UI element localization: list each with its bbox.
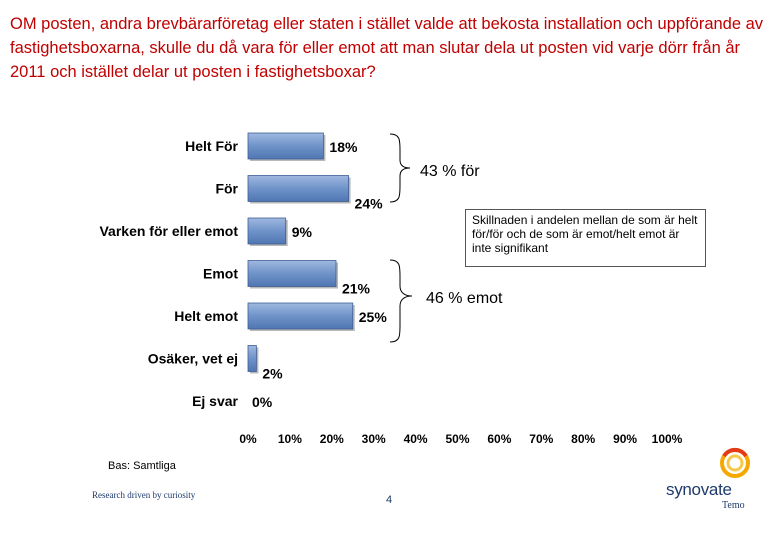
callout-against: 46 % emot: [426, 290, 503, 307]
chart-title: OM posten, andra brevbärarföretag eller …: [10, 15, 764, 81]
bar: [247, 217, 287, 245]
category-label: Emot: [203, 266, 238, 282]
base-note: Bas: Samtliga: [108, 460, 176, 472]
x-tick-label: 40%: [404, 432, 428, 446]
footer-tagline: Research driven by curiosity: [92, 490, 196, 500]
bar: [247, 175, 349, 202]
x-tick-label: 30%: [362, 432, 386, 446]
x-tick-label: 90%: [613, 432, 637, 446]
x-tick-label: 60%: [487, 432, 511, 446]
bar: [247, 132, 324, 160]
category-label: Ej svar: [192, 393, 238, 409]
x-tick-label: 0%: [239, 432, 257, 446]
x-tick-label: 10%: [278, 432, 302, 446]
value-label: 2%: [262, 366, 283, 382]
category-label: Helt För: [185, 138, 238, 154]
value-label: 24%: [355, 196, 384, 212]
category-label: Helt emot: [174, 308, 238, 324]
category-label: Varken för eller emot: [99, 223, 238, 239]
category-label: Osäker, vet ej: [148, 351, 238, 367]
x-tick-label: 50%: [445, 432, 469, 446]
synovate-logo-icon: [720, 448, 750, 478]
value-label: 25%: [359, 309, 388, 325]
logo-wordmark: synovate: [666, 480, 732, 499]
x-tick-label: 80%: [571, 432, 595, 446]
value-label: 9%: [292, 224, 313, 240]
brace-for: [389, 133, 411, 203]
value-label: 21%: [342, 281, 371, 297]
value-label: 0%: [252, 394, 273, 410]
callout-for: 43 % för: [420, 163, 480, 180]
category-label: För: [215, 181, 238, 197]
page-number: 4: [386, 494, 393, 506]
value-label: 18%: [329, 139, 358, 155]
brace-against: [389, 259, 413, 343]
x-tick-label: 20%: [320, 432, 344, 446]
bar: [247, 345, 257, 372]
logo-subbrand: Temo: [722, 500, 745, 511]
x-tick-label: 100%: [652, 432, 683, 446]
x-tick-label: 70%: [529, 432, 553, 446]
bar: [247, 260, 337, 287]
significance-note: Skillnaden i andelen mellan de som är he…: [465, 209, 706, 267]
bar: [247, 302, 354, 330]
